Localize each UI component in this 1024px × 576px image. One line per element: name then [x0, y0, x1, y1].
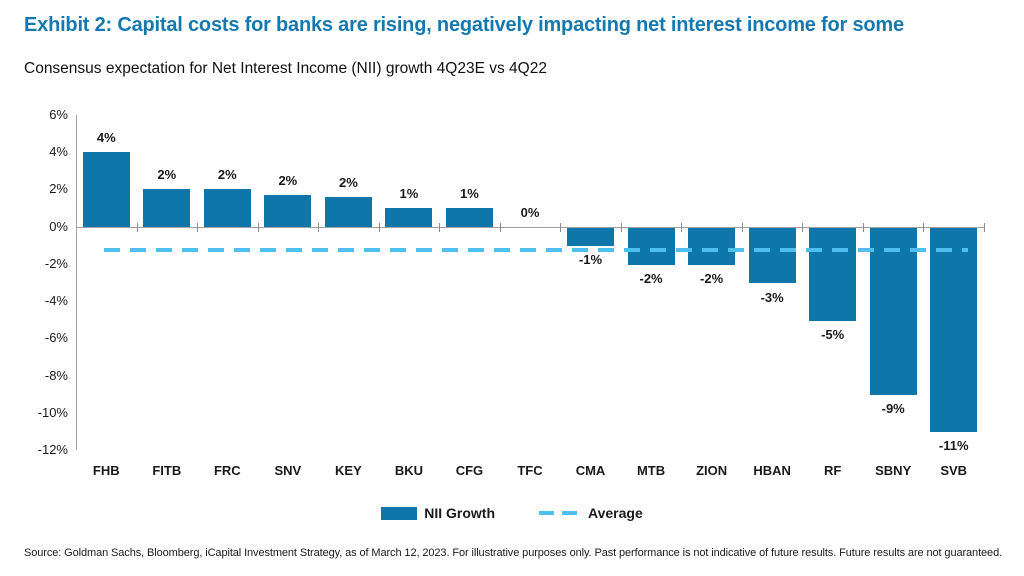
- bar-value-label: 2%: [157, 167, 177, 183]
- y-axis-line: [76, 115, 77, 450]
- x-axis-tick: [378, 222, 380, 232]
- bar-value-label: -5%: [821, 326, 845, 342]
- x-axis-category-label: BKU: [394, 463, 423, 478]
- source-note: Source: Goldman Sachs, Bloomberg, iCapit…: [24, 547, 1003, 559]
- dashed-line-swatch-icon: [539, 511, 582, 515]
- bar-value-label: 1%: [399, 186, 419, 202]
- average-dashed-line: [104, 248, 968, 253]
- bar-value-label: 2%: [217, 167, 237, 183]
- bar-value-label: 1%: [460, 186, 479, 202]
- x-axis-category-label: ZION: [696, 463, 728, 478]
- y-axis-tick-label: -12%: [37, 442, 68, 457]
- bar-fitb: [143, 189, 191, 227]
- x-axis-tick: [620, 222, 622, 232]
- x-axis-tick: [318, 222, 320, 232]
- x-axis-tick: [681, 222, 683, 232]
- y-axis-tick-label: 2%: [49, 181, 68, 197]
- y-axis-tick-label: 6%: [49, 107, 68, 122]
- x-axis-category-label: SVB: [940, 463, 968, 478]
- x-axis-tick: [802, 222, 804, 232]
- x-axis-category-label: HBAN: [753, 463, 791, 478]
- bar-value-label: -9%: [881, 401, 905, 417]
- x-axis-tick: [984, 222, 985, 232]
- y-axis-tick-label: -10%: [37, 404, 68, 420]
- legend-label-average: Average: [588, 505, 643, 521]
- x-axis-category-label: CFG: [455, 463, 484, 478]
- bar-value-label: -3%: [760, 289, 784, 305]
- x-axis-category-label: KEY: [335, 463, 362, 478]
- x-axis-category-label: FHB: [92, 463, 120, 478]
- x-axis-tick: [439, 222, 441, 232]
- bar-swatch-icon: [381, 506, 418, 520]
- bar-value-label: -2%: [639, 270, 663, 286]
- y-axis-tick-label: 4%: [49, 144, 68, 160]
- x-axis-tick: [862, 222, 864, 232]
- x-axis-category-label: MTB: [636, 463, 666, 478]
- chart-legend: NII Growth Average: [0, 505, 1024, 521]
- bar-value-label: 4%: [96, 130, 116, 146]
- bar-mtb: [627, 227, 675, 265]
- y-axis-tick-label: -8%: [44, 367, 68, 383]
- x-axis-category-label: RF: [823, 463, 842, 478]
- legend-item-nii-growth: NII Growth: [381, 505, 495, 521]
- x-axis-tick: [923, 222, 925, 232]
- y-axis-tick-label: -4%: [44, 293, 68, 309]
- bar-svb: [930, 227, 978, 433]
- x-axis-tick: [499, 222, 501, 232]
- chart-subtitle: Consensus expectation for Net Interest I…: [24, 60, 547, 77]
- bar-cma: [567, 227, 615, 247]
- legend-item-average: Average: [539, 505, 643, 521]
- x-axis-category-label: FRC: [213, 463, 241, 478]
- y-axis-tick-label: -6%: [44, 330, 68, 346]
- x-axis-tick: [136, 222, 138, 232]
- bar-zion: [688, 227, 736, 265]
- bar-value-label: -11%: [938, 438, 969, 454]
- x-axis-tick: [257, 222, 259, 232]
- x-axis-category-label: TFC: [517, 463, 543, 478]
- legend-label-nii-growth: NII Growth: [424, 505, 496, 521]
- bar-key: [324, 196, 372, 227]
- bar-frc: [203, 189, 251, 227]
- bar-value-label: -1%: [578, 252, 603, 268]
- bar-fhb: [82, 152, 130, 227]
- bar-hban: [748, 227, 796, 284]
- bar-bku: [385, 208, 433, 227]
- bar-value-label: -2%: [700, 270, 724, 286]
- zero-baseline: [76, 226, 984, 228]
- bar-value-label: 2%: [278, 173, 298, 189]
- bar-value-label: 0%: [520, 204, 540, 220]
- bar-snv: [264, 195, 312, 227]
- bar-rf: [809, 227, 857, 321]
- y-axis-tick-label: -2%: [44, 255, 68, 271]
- x-axis-tick: [560, 222, 562, 232]
- bar-cfg: [445, 208, 493, 227]
- x-axis-category-label: SNV: [274, 463, 302, 478]
- x-axis-category-label: SBNY: [875, 463, 912, 478]
- x-axis-tick: [741, 222, 743, 232]
- x-axis-category-label: CMA: [575, 463, 606, 478]
- bar-sbny: [869, 227, 917, 396]
- x-axis-category-label: FITB: [152, 463, 182, 478]
- bar-value-label: 2%: [338, 174, 358, 190]
- x-axis-tick: [197, 222, 199, 232]
- y-axis-tick-label: 0%: [49, 218, 68, 234]
- exhibit-title: Exhibit 2: Capital costs for banks are r…: [24, 14, 904, 36]
